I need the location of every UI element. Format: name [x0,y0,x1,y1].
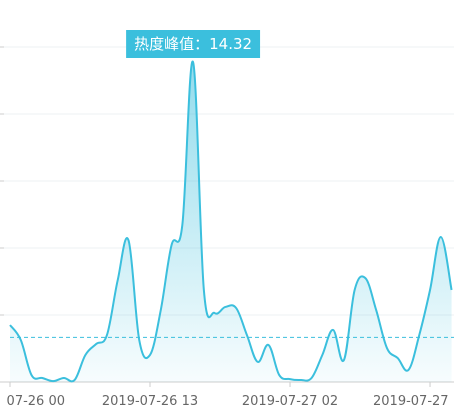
peak-annotation: 热度峰值：14.32 [126,30,261,58]
annotation-box [126,30,261,58]
line [9,60,453,383]
x-tick-label: 07-26 00 [7,394,65,409]
x-tick-label: 2019-07-27 [373,394,449,409]
x-tick-label: 2019-07-27 02 [242,394,338,409]
annotation-text: 热度峰值：14.32 [134,35,252,53]
area [10,61,452,382]
x-tick-label: 2019-07-26 13 [102,394,198,409]
